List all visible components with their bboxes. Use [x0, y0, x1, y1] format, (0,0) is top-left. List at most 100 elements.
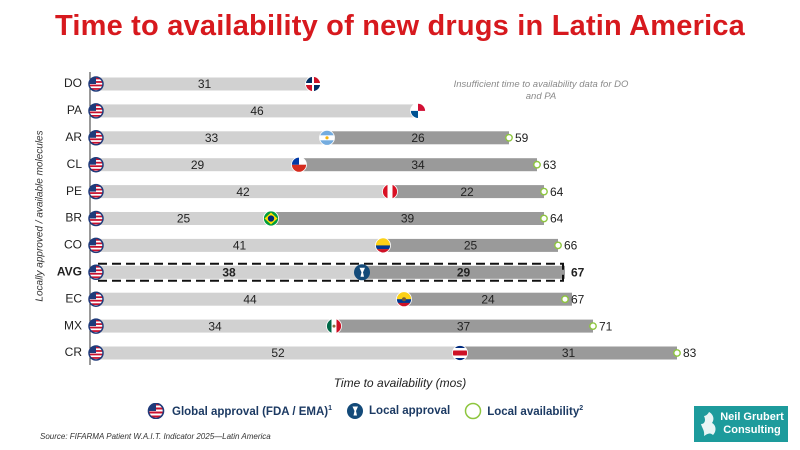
- category-label-co: CO: [64, 238, 82, 252]
- value-label-approval-avg: 38: [222, 265, 236, 279]
- chart-note: Insufficient time to availability data f…: [453, 79, 629, 102]
- value-label-approval-do: 31: [198, 77, 212, 91]
- company-logo: Neil Grubert Consulting: [694, 406, 788, 442]
- dominican-republic-flag-icon: [305, 76, 321, 92]
- bar-availability-ec: [404, 292, 572, 306]
- bar-approval-cl: [96, 158, 299, 172]
- brazil-flag-icon: [263, 210, 279, 227]
- x-axis-label: Time to availability (mos): [333, 376, 467, 390]
- us-flag-icon-pe: [88, 183, 104, 200]
- total-label-pe: 64: [550, 185, 564, 199]
- chart-title: Time to availability of new drugs in Lat…: [54, 10, 746, 42]
- us-flag-icon-br: [88, 210, 104, 227]
- bar-availability-cr: [460, 346, 677, 360]
- bar-availability-cl: [299, 158, 537, 172]
- category-label-avg: AVG: [57, 264, 82, 278]
- category-label-pa: PA: [67, 103, 82, 117]
- local-availability-circle-icon: [464, 402, 482, 420]
- source-note: Source: FIFARMA Patient W.A.I.T. Indicat…: [40, 432, 271, 441]
- availability-marker-br: [540, 214, 548, 223]
- logo-figure-icon: [701, 412, 716, 436]
- value-label-approval-mx: 34: [208, 319, 222, 333]
- us-flag-icon-cr: [88, 345, 104, 361]
- value-label-approval-br: 25: [177, 212, 191, 226]
- availability-marker-mx: [589, 322, 597, 330]
- colombia-flag-icon: [375, 237, 391, 254]
- total-label-ar: 59: [515, 131, 529, 145]
- us-flag-icon-cl: [88, 156, 104, 173]
- bar-approval-pa: [96, 104, 418, 118]
- value-label-availability-br: 39: [401, 212, 415, 226]
- ecuador-flag-icon: [396, 291, 412, 308]
- availability-marker-ec: [561, 295, 569, 304]
- us-flag-icon-co: [88, 237, 104, 254]
- us-flag-icon: [147, 403, 165, 419]
- costa-rica-flag-icon: [452, 345, 468, 361]
- availability-marker-co: [554, 241, 562, 250]
- y-axis-label: Locally approved / available molecules: [34, 130, 46, 302]
- us-flag-icon-pa: [88, 103, 104, 119]
- peru-flag-icon: [382, 183, 398, 200]
- bar-approval-ar: [96, 131, 327, 145]
- category-label-pe: PE: [66, 184, 82, 198]
- bar-availability-pe: [390, 185, 544, 199]
- bar-approval-mx: [96, 319, 334, 333]
- local-approval-marker-icon: [347, 403, 364, 419]
- category-label-ar: AR: [65, 130, 82, 144]
- category-label-cr: CR: [65, 345, 83, 359]
- total-label-avg: 67: [571, 265, 585, 279]
- category-label-cl: CL: [67, 157, 83, 171]
- bar-approval-br: [96, 212, 271, 225]
- total-label-cl: 63: [543, 158, 557, 172]
- availability-marker-ar: [505, 133, 513, 142]
- value-label-approval-ec: 44: [243, 292, 257, 306]
- logo-line-2: Consulting: [723, 424, 781, 436]
- chile-flag-icon: [291, 156, 307, 173]
- value-label-availability-co: 25: [464, 239, 478, 253]
- us-flag-icon-ec: [88, 291, 104, 307]
- bar-availability-br: [271, 212, 544, 225]
- bar-approval-co: [96, 238, 383, 252]
- legend-footnote-2: 2: [579, 404, 584, 412]
- bar-approval-pe: [96, 185, 390, 199]
- legend: Global approval (FDA / EMA)1 Local appro…: [145, 401, 597, 421]
- value-label-approval-ar: 33: [205, 131, 219, 145]
- total-label-ec: 67: [571, 292, 585, 306]
- value-label-approval-pa: 46: [250, 104, 264, 118]
- bar-availability-co: [383, 238, 558, 252]
- us-flag-icon-avg: [88, 264, 104, 281]
- legend-label-global: Global approval (FDA / EMA): [172, 405, 329, 418]
- total-label-co: 66: [564, 239, 578, 253]
- legend-item-local-availability: Local availability2: [464, 402, 583, 420]
- category-label-br: BR: [65, 211, 82, 225]
- bar-approval-do: [96, 77, 313, 91]
- value-label-approval-co: 41: [233, 239, 247, 253]
- category-label-do: DO: [64, 76, 82, 90]
- availability-marker-cl: [533, 160, 541, 169]
- value-label-availability-mx: 37: [457, 319, 471, 333]
- total-label-mx: 71: [599, 319, 613, 333]
- bar-approval-avg: [96, 265, 362, 279]
- argentina-flag-icon: [319, 129, 335, 146]
- legend-label-local-availability: Local availability: [487, 405, 580, 418]
- value-label-approval-pe: 42: [236, 185, 250, 199]
- legend-footnote-1: 1: [328, 404, 333, 412]
- availability-marker-cr: [673, 349, 681, 357]
- legend-item-local-approval: Local approval: [346, 402, 450, 420]
- bar-approval-cr: [96, 346, 460, 360]
- mexico-flag-icon: [326, 318, 342, 335]
- value-label-availability-cl: 34: [411, 158, 425, 172]
- value-label-availability-pe: 22: [460, 185, 474, 199]
- value-label-approval-cl: 29: [191, 158, 205, 172]
- total-label-br: 64: [550, 212, 564, 226]
- us-flag-icon-do: [88, 76, 104, 92]
- total-label-cr: 83: [683, 346, 697, 360]
- legend-item-global-approval: Global approval (FDA / EMA)1: [145, 403, 332, 419]
- bar-availability-avg: [362, 265, 565, 279]
- value-label-availability-cr: 31: [562, 346, 576, 360]
- value-label-availability-ec: 24: [481, 292, 495, 306]
- availability-marker-pe: [540, 187, 548, 196]
- bar-availability-mx: [334, 319, 593, 333]
- panama-flag-icon: [410, 103, 426, 119]
- value-label-approval-cr: 52: [271, 346, 285, 360]
